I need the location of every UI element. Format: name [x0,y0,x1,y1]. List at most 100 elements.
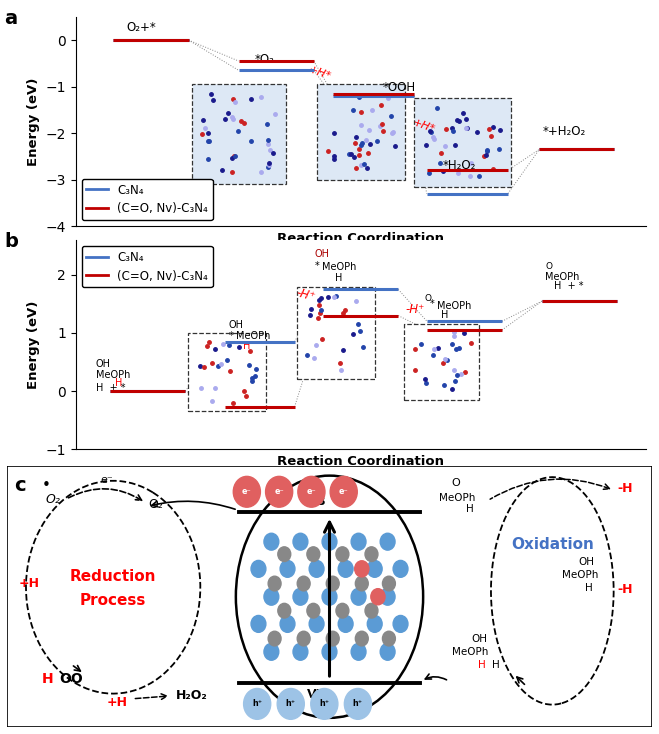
X-axis label: Reaction Coordination: Reaction Coordination [277,232,444,244]
Legend: C₃N₄, (C=O, Nv)-C₃N₄: C₃N₄, (C=O, Nv)-C₃N₄ [82,246,213,287]
Text: OH: OH [578,557,594,567]
Text: H: H [442,310,449,321]
Text: VB: VB [307,688,326,702]
Circle shape [244,688,271,719]
Text: e⁻: e⁻ [274,487,284,496]
Text: *O₂: *O₂ [254,53,274,66]
Circle shape [380,643,395,661]
Text: MeOPh: MeOPh [438,301,472,310]
Circle shape [297,576,310,591]
Text: a: a [5,9,18,27]
Text: OO: OO [59,672,83,686]
Circle shape [326,576,339,591]
Text: H: H [478,660,486,670]
Text: H₂O₂: H₂O₂ [176,688,208,702]
Text: h⁺: h⁺ [252,700,262,708]
Text: H: H [115,379,123,388]
Circle shape [336,603,349,618]
Circle shape [278,603,291,618]
Text: *: * [229,331,233,341]
Circle shape [322,643,337,661]
Text: MeOPh: MeOPh [545,272,579,282]
Text: OH: OH [96,359,111,368]
Circle shape [326,631,339,646]
Circle shape [309,615,324,632]
Text: O: O [545,262,552,271]
Circle shape [382,631,395,646]
Text: +H*: +H* [411,117,436,135]
Circle shape [355,576,368,591]
Circle shape [338,561,353,577]
Circle shape [307,603,320,618]
Circle shape [336,547,349,562]
Bar [192,84,285,184]
Text: -H⁺: -H⁺ [295,286,317,304]
Circle shape [380,533,395,550]
Circle shape [322,589,337,605]
Text: +H*: +H* [307,65,333,82]
Bar [404,324,479,400]
Circle shape [393,561,408,577]
Circle shape [293,589,308,605]
Text: O₂+*: O₂+* [126,21,156,34]
Text: MeOPh: MeOPh [96,371,130,380]
Text: H: H [42,672,54,686]
Text: H: H [243,341,250,352]
Circle shape [266,476,293,507]
Circle shape [367,615,382,632]
Text: *: * [430,299,435,309]
Circle shape [365,603,378,618]
Text: H  + *: H + * [96,383,125,393]
Text: OH: OH [229,320,243,330]
Text: O: O [451,478,460,488]
X-axis label: Reaction Coordination: Reaction Coordination [277,455,444,468]
Text: *OOH: *OOH [383,81,416,94]
Text: OH: OH [315,250,330,259]
Bar [414,98,511,186]
Circle shape [309,561,324,577]
Text: e⁻: e⁻ [100,475,113,485]
Text: MeOPh: MeOPh [236,331,270,341]
Text: H: H [585,583,592,593]
Text: -H⁺: -H⁺ [406,302,425,316]
Circle shape [251,561,266,577]
Circle shape [264,643,279,661]
Circle shape [280,561,295,577]
Circle shape [382,576,395,591]
Text: b: b [5,232,18,250]
Text: *+H₂O₂: *+H₂O₂ [542,125,586,138]
Circle shape [293,533,308,550]
Circle shape [280,615,295,632]
Circle shape [268,631,281,646]
Circle shape [311,688,338,719]
Text: c: c [14,476,26,495]
Text: O: O [424,294,431,303]
Text: MeOPh: MeOPh [440,493,476,503]
Circle shape [264,533,279,550]
Circle shape [345,688,372,719]
Text: +H: +H [107,696,128,709]
Text: +H: +H [18,577,40,590]
Text: CB: CB [307,495,326,508]
Circle shape [351,533,366,550]
Text: e⁻: e⁻ [306,487,316,496]
Text: H  + *: H + * [554,281,583,291]
Text: -H: -H [617,583,633,596]
Text: e⁻: e⁻ [242,487,252,496]
Circle shape [268,576,281,591]
Text: MeOPh: MeOPh [322,262,357,272]
Bar [317,84,405,180]
Circle shape [355,561,369,577]
Text: MeOPh: MeOPh [562,570,598,581]
Circle shape [322,533,337,550]
Circle shape [367,561,382,577]
Bar [188,333,266,412]
Text: h⁺: h⁺ [286,700,296,708]
Text: MeOPh: MeOPh [452,647,488,658]
Circle shape [330,476,357,507]
Text: •: • [42,479,51,493]
Bar [297,286,375,379]
Text: -H: -H [617,482,633,495]
Circle shape [338,615,353,632]
Circle shape [297,631,310,646]
